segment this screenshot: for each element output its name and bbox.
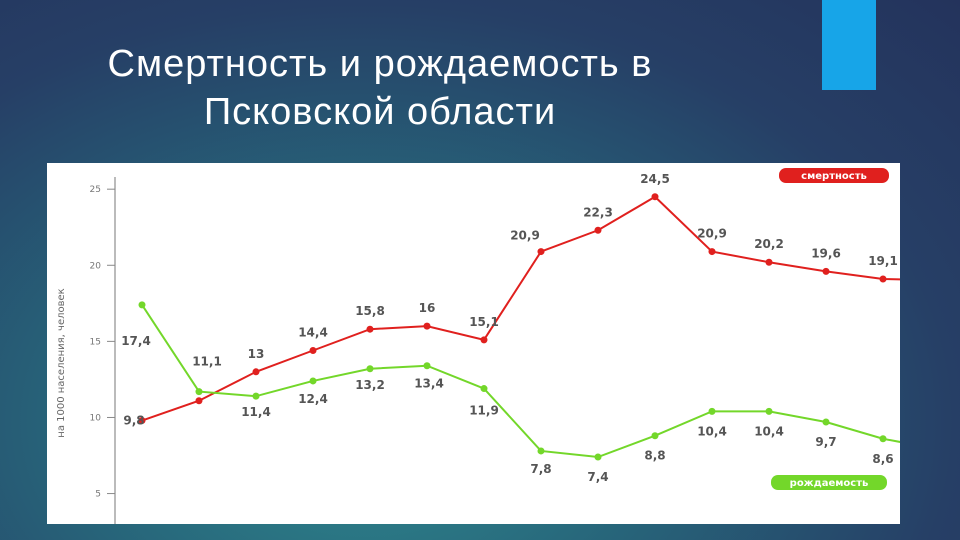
axis-layer: на 1000 населения, человек: [56, 177, 116, 524]
data-point: [138, 417, 146, 425]
data-point: [537, 447, 545, 455]
data-label: 9,7: [815, 435, 836, 449]
data-point: [309, 377, 317, 385]
data-point: [879, 435, 887, 443]
title-line-2: Псковской области: [203, 91, 557, 133]
data-point: [765, 258, 773, 266]
series-line-1: [141, 304, 900, 459]
data-point: [252, 368, 260, 376]
legend-birth-label: рождаемость: [790, 478, 869, 489]
legend-mortality-badge: [779, 168, 889, 183]
y-axis-label: на 1000 населения, человек: [56, 288, 67, 437]
data-point: [537, 248, 545, 256]
data-point: [480, 385, 488, 393]
data-label: 22,3: [583, 205, 613, 219]
data-label: 15,1: [469, 315, 499, 329]
data-point: [708, 248, 716, 256]
data-point: [594, 453, 602, 461]
legend-birth-badge: [771, 475, 887, 490]
legend-mortality-label: смертность: [801, 171, 867, 182]
y-tick-label: 5: [95, 490, 101, 500]
data-point: [708, 407, 716, 415]
data-point: [138, 301, 146, 309]
data-point: [822, 267, 830, 275]
series-layer: [138, 193, 900, 461]
data-label: 19,1: [868, 254, 898, 268]
data-label: 16: [419, 301, 436, 315]
slide-title: Смертность и рождаемость в Псковской обл…: [0, 40, 760, 136]
data-label: 10,4: [697, 424, 727, 438]
data-point: [423, 362, 431, 370]
data-label: 13,2: [355, 378, 385, 392]
y-tick-label: 15: [90, 337, 101, 347]
data-label: 20,9: [510, 229, 540, 243]
legend-layer: смертность рождаемость: [771, 168, 889, 490]
data-label: 8,8: [644, 449, 665, 463]
data-label: 20,2: [754, 237, 784, 251]
data-label: 24,5: [640, 172, 670, 186]
data-label: 13: [248, 347, 265, 361]
data-label: 8,6: [872, 452, 893, 466]
data-point: [480, 336, 488, 344]
data-point: [366, 325, 374, 333]
data-label: 7,4: [587, 470, 608, 484]
data-point: [195, 388, 203, 396]
data-point: [822, 418, 830, 426]
data-label: 9,8: [123, 414, 144, 428]
data-point: [423, 322, 431, 330]
chart-panel: на 1000 населения, человек 5 10 15 20 25 9,8…: [47, 163, 900, 524]
data-label: 13,4: [414, 377, 444, 391]
data-label: 19,6: [811, 246, 841, 260]
data-point: [594, 226, 602, 234]
y-tick-label: 25: [90, 185, 101, 195]
ticks-layer: 5 10 15 20 25: [90, 185, 115, 500]
data-label: 17,4: [121, 334, 151, 348]
data-point: [651, 432, 659, 440]
data-point: [309, 347, 317, 354]
y-tick-label: 20: [90, 261, 102, 271]
data-point: [879, 275, 887, 283]
data-label: 11,1: [192, 355, 222, 369]
data-label: 11,4: [241, 405, 271, 419]
data-point: [651, 193, 659, 201]
data-label: 12,4: [298, 392, 328, 406]
labels-layer: 9,8 13 14,4 15,8 16 15,1 20,9 22,3 24,5 20,9 20,2 1…: [121, 172, 898, 484]
data-label: 14,4: [298, 326, 328, 340]
y-tick-label: 10: [90, 413, 102, 423]
title-line-1: Смертность и рождаемость в: [107, 43, 653, 85]
data-label: 7,8: [530, 462, 551, 476]
data-label: 10,4: [754, 424, 784, 438]
data-point: [366, 365, 374, 373]
data-label: 11,9: [469, 404, 499, 418]
data-point: [765, 407, 773, 415]
data-point: [195, 397, 203, 405]
data-label: 15,8: [355, 304, 385, 318]
accent-bar: [822, 0, 876, 90]
data-label: 20,9: [697, 227, 727, 241]
line-chart: на 1000 населения, человек 5 10 15 20 25 9,8…: [56, 168, 900, 524]
data-point: [252, 392, 260, 400]
